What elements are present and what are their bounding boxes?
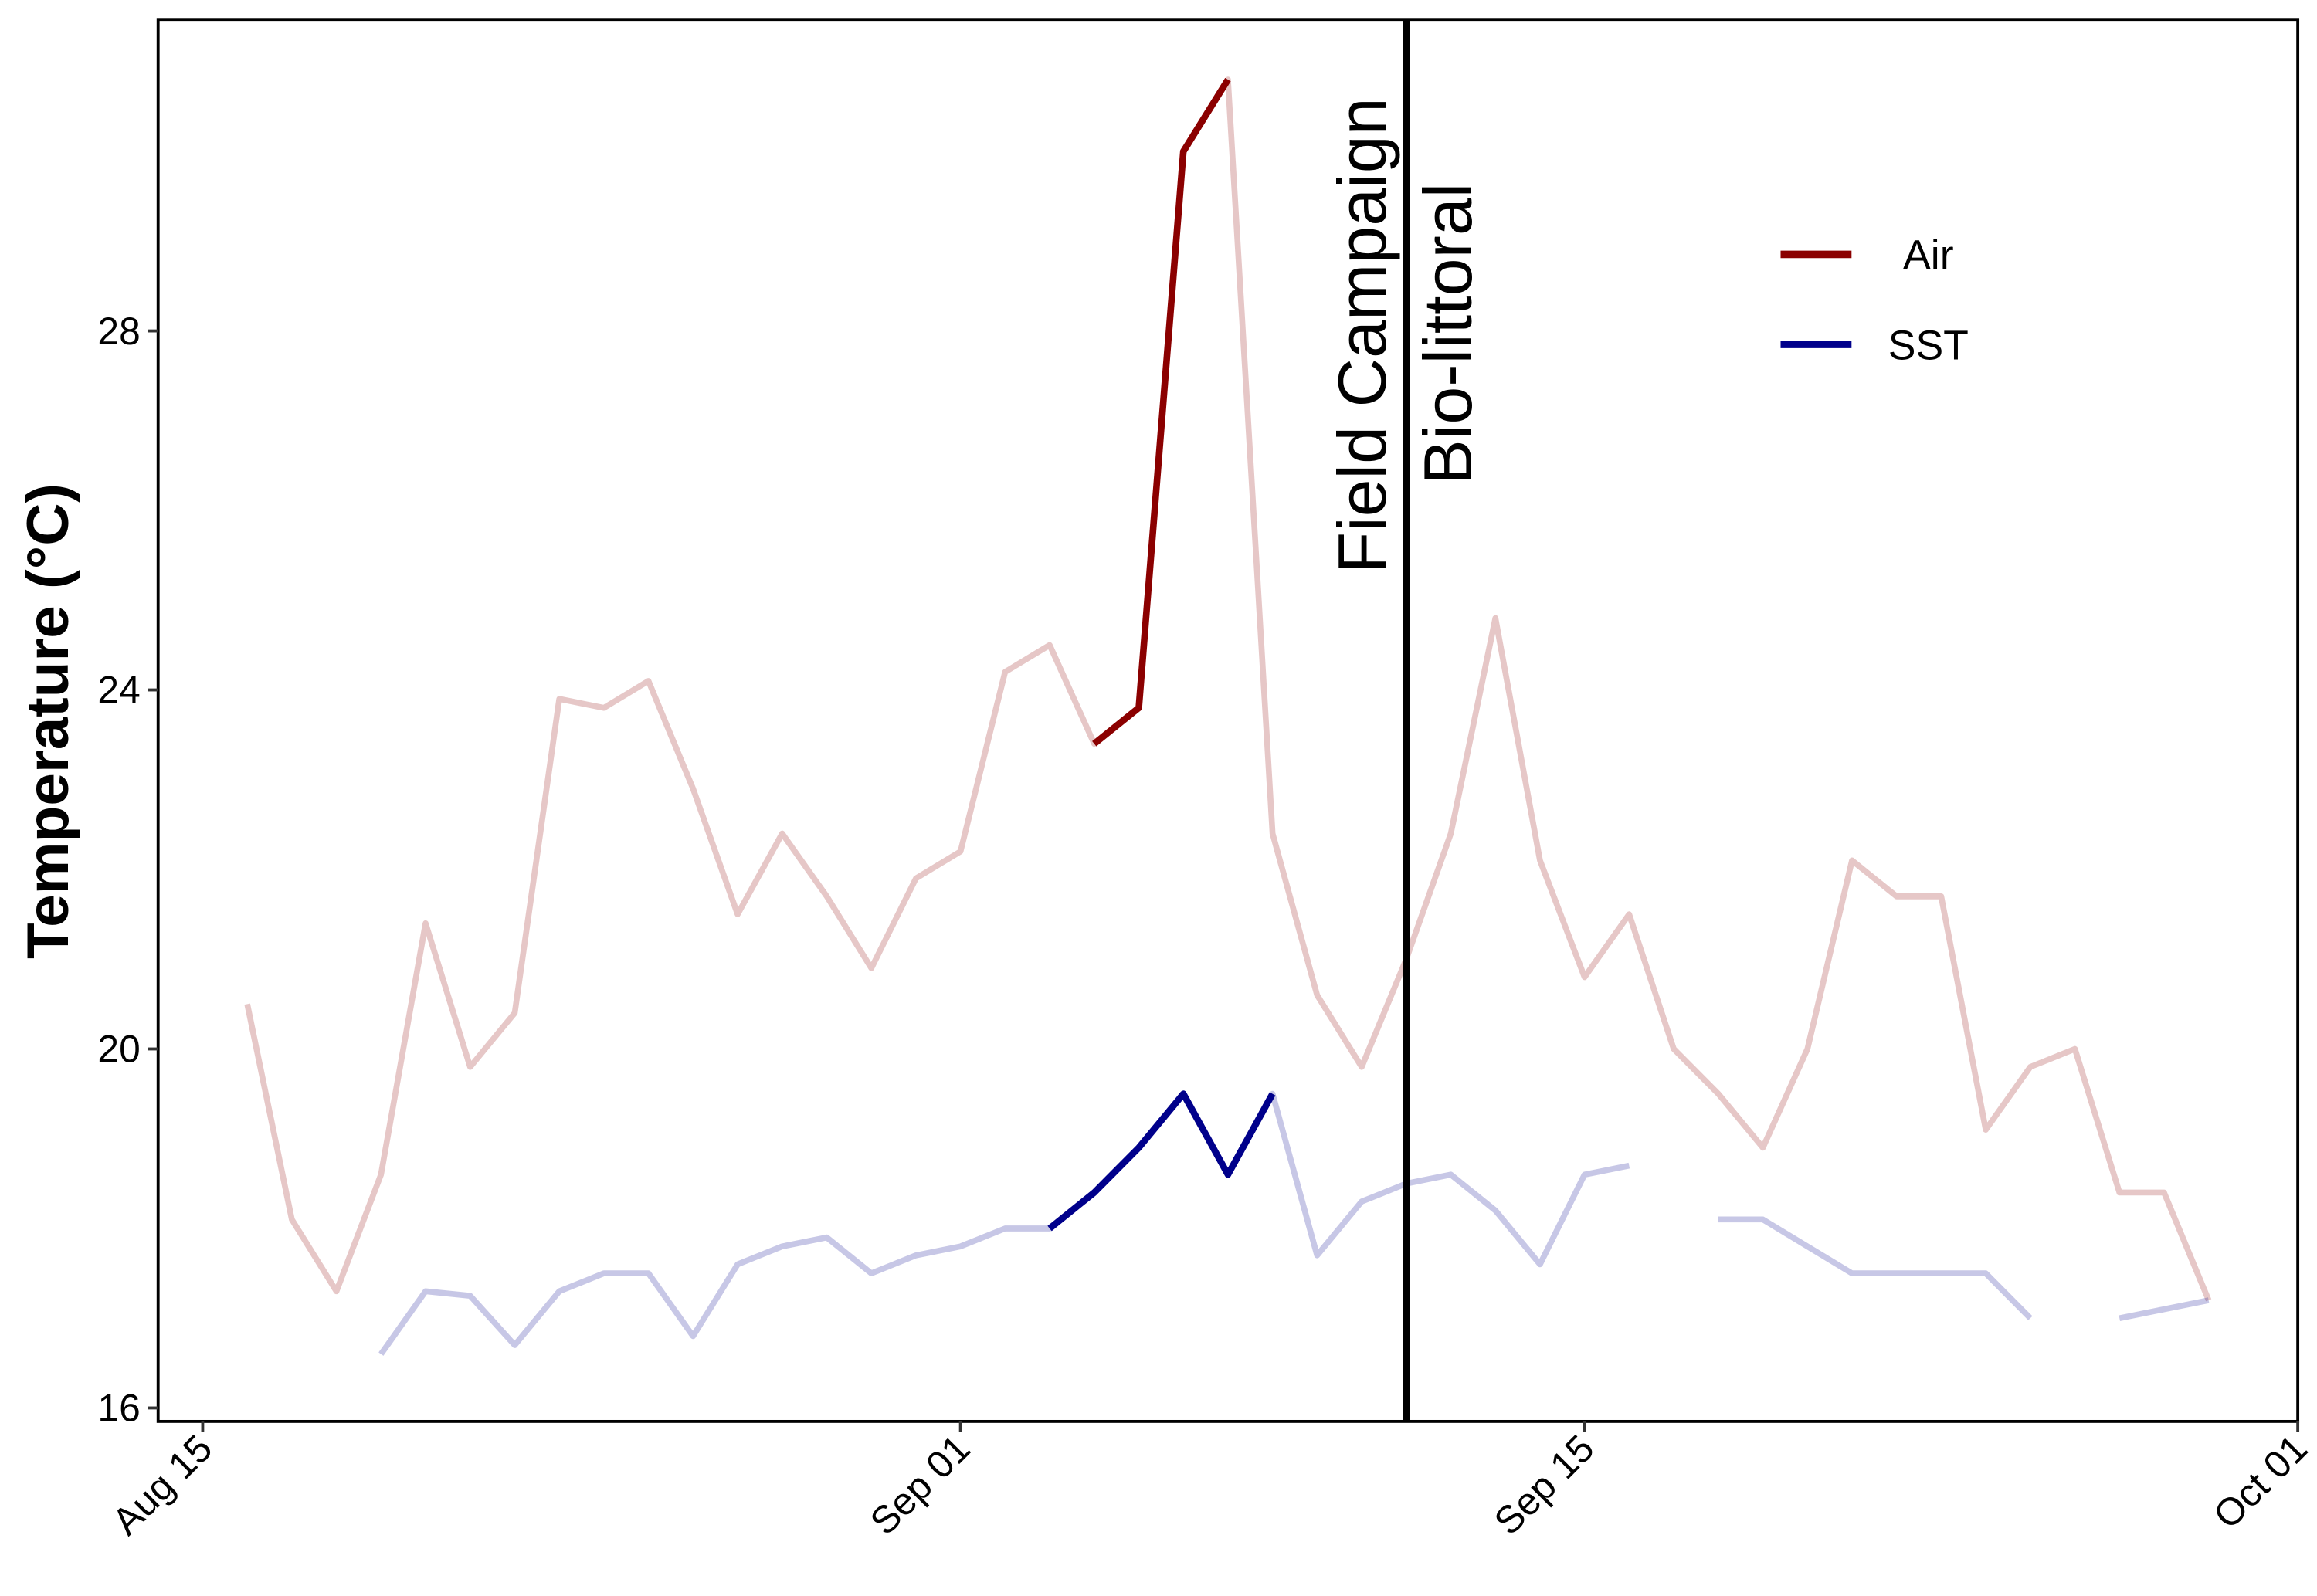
y-tick-label: 16 <box>97 1387 140 1430</box>
line-sst <box>2119 1297 2210 1321</box>
event-label: Bio-littoral <box>1410 183 1486 485</box>
y-tick-label: 28 <box>97 310 140 353</box>
plot-frame <box>156 18 2300 1423</box>
line-air <box>1092 77 1231 747</box>
line-sst <box>378 1090 1630 1356</box>
y-axis-label: Temperature (°C) <box>15 483 81 959</box>
x-tick-label: Sep 15 <box>1486 1426 1603 1543</box>
event-label: Field Campaign <box>1324 97 1400 573</box>
y-tick-label: 24 <box>97 669 140 712</box>
x-tick-label: Sep 01 <box>862 1426 979 1543</box>
y-tick-label: 20 <box>97 1028 140 1071</box>
x-tick-label: Oct 01 <box>2205 1426 2315 1537</box>
line-sst <box>1718 1216 2033 1320</box>
legend-label: SST <box>1888 323 1969 368</box>
line-sst <box>1047 1090 1276 1232</box>
x-tick-label: Aug 15 <box>103 1426 220 1543</box>
legend-label: Air <box>1903 233 1953 279</box>
